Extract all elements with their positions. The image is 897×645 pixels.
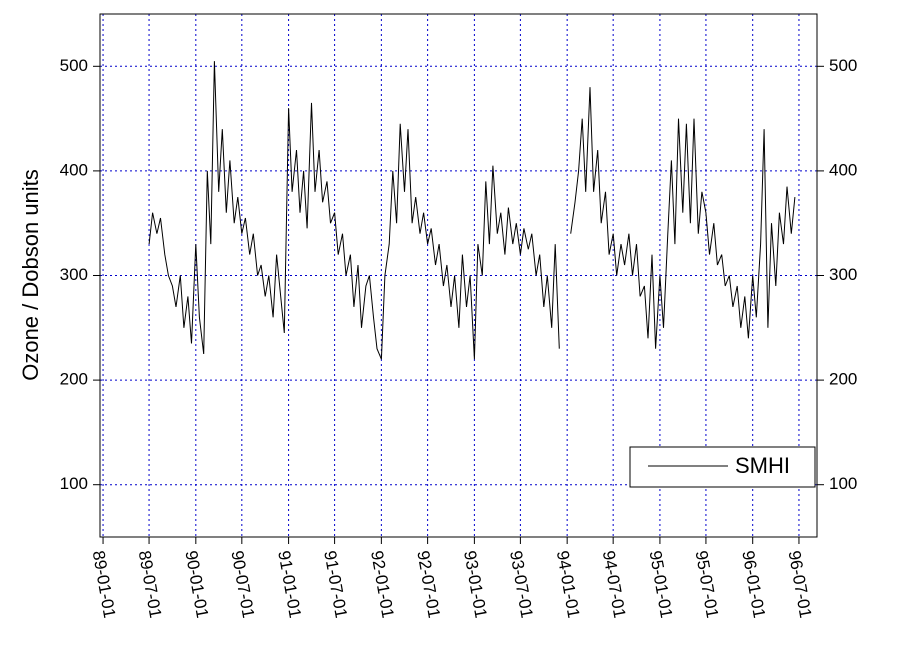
- y-tick-label: 200: [60, 370, 88, 389]
- x-tick-label: 92-07-01: [413, 549, 444, 619]
- x-tick-label: 89-01-01: [89, 549, 120, 619]
- plot-frame: [99, 13, 818, 538]
- y-tick-label: 400: [60, 160, 88, 179]
- x-tick-label: 93-07-01: [506, 549, 537, 619]
- x-tick-label: 94-01-01: [553, 549, 584, 619]
- y-axis-label: Ozone / Dobson units: [18, 169, 43, 381]
- legend-label: SMHI: [735, 453, 790, 478]
- y-tick-label: 300: [60, 265, 88, 284]
- x-tick-label: 95-07-01: [692, 549, 723, 619]
- x-tick-label: 94-07-01: [599, 549, 630, 619]
- x-tick-label: 96-07-01: [785, 549, 816, 619]
- y2-tick-label: 500: [829, 56, 857, 75]
- y-tick-label: 100: [60, 474, 88, 493]
- x-tick-label: 95-01-01: [646, 549, 677, 619]
- x-tick-label: 92-01-01: [367, 549, 398, 619]
- x-tick-label: 91-01-01: [274, 549, 305, 619]
- x-tick-label: 91-07-01: [320, 549, 351, 619]
- y2-tick-label: 300: [829, 265, 857, 284]
- data-line: [148, 61, 796, 360]
- x-tick-label: 90-01-01: [181, 549, 212, 619]
- x-tick-label: 90-07-01: [227, 549, 258, 619]
- y2-tick-label: 200: [829, 370, 857, 389]
- y2-tick-label: 400: [829, 160, 857, 179]
- y-tick-label: 500: [60, 56, 88, 75]
- x-tick-label: 93-01-01: [460, 549, 491, 619]
- y2-tick-label: 100: [829, 474, 857, 493]
- x-tick-label: 96-01-01: [738, 549, 769, 619]
- x-tick-label: 89-07-01: [135, 549, 166, 619]
- legend-box: [629, 446, 816, 488]
